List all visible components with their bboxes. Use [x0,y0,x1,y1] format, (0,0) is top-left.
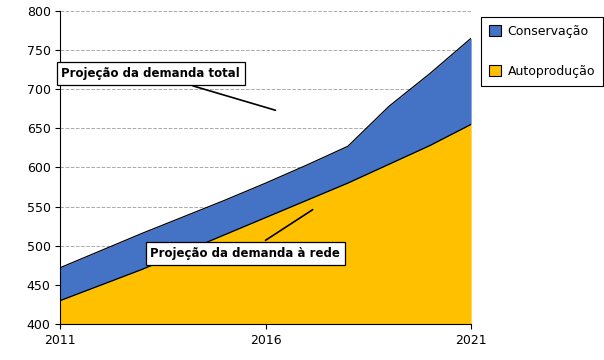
Legend: Conservação, Autoprodução: Conservação, Autoprodução [481,17,603,86]
Text: Projeção da demanda total: Projeção da demanda total [62,67,275,110]
Text: Projeção da demanda à rede: Projeção da demanda à rede [150,210,340,260]
